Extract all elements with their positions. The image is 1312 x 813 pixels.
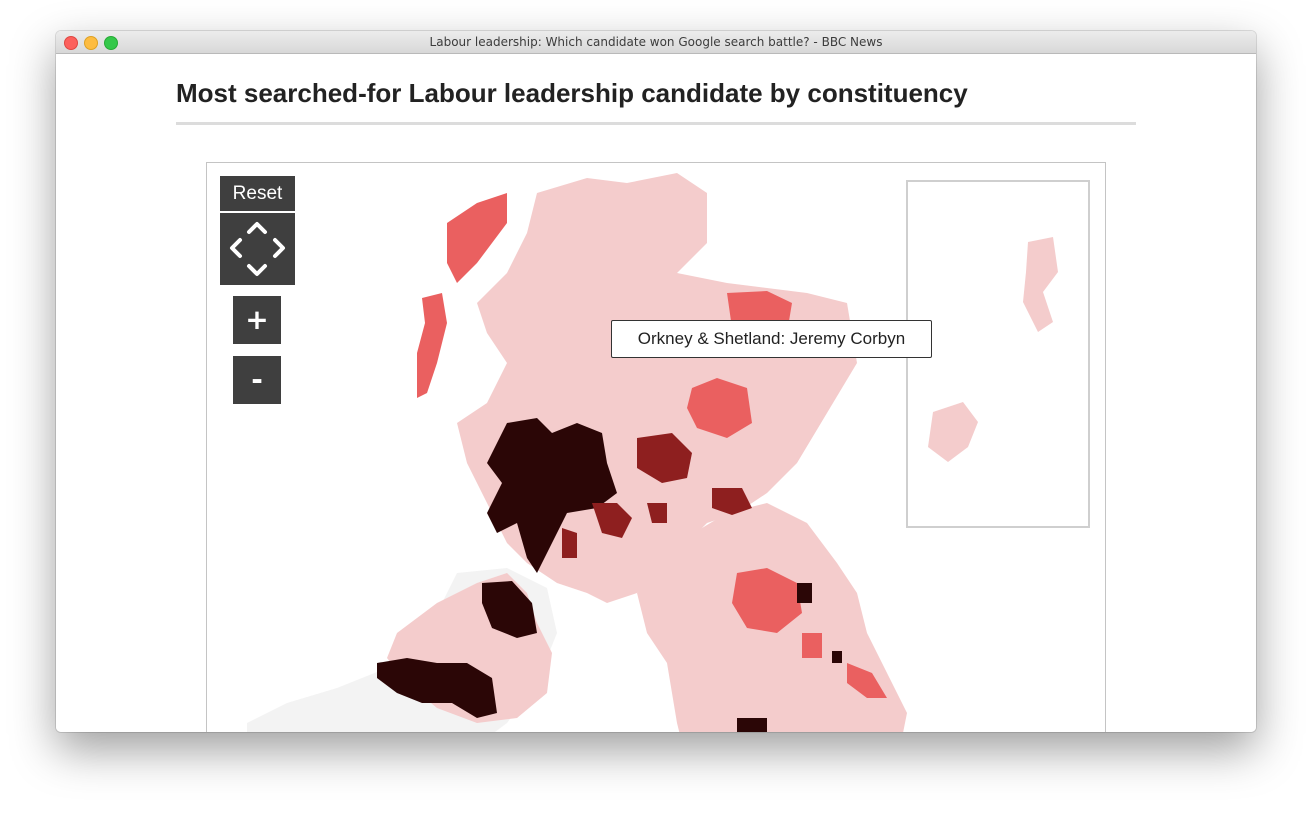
shetland-inset-region (1023, 237, 1058, 332)
teesside-region (802, 633, 822, 658)
browser-window: Labour leadership: Which candidate won G… (56, 31, 1256, 732)
orkney-mainland-map (557, 271, 572, 285)
western-isles-south-region (417, 293, 447, 398)
page-content: Most searched-for Labour leadership cand… (56, 54, 1256, 732)
orkney-inset-region (928, 402, 978, 462)
zoom-out-button[interactable]: - (233, 356, 281, 404)
western-isles-region (447, 193, 507, 283)
pan-arrows-icon (230, 222, 285, 276)
fermanagh-region (377, 658, 497, 718)
window-title: Labour leadership: Which candidate won G… (429, 35, 883, 49)
window-titlebar: Labour leadership: Which candidate won G… (56, 31, 1256, 54)
constituency-map[interactable]: Reset + - Orkney & Shetland: Jeremy Corb… (206, 162, 1106, 732)
orkney-shetland-inset[interactable] (906, 180, 1090, 528)
page-title: Most searched-for Labour leadership cand… (176, 78, 968, 108)
minimize-window-icon[interactable] (84, 36, 98, 50)
maximize-window-icon[interactable] (104, 36, 118, 50)
map-canvas[interactable] (207, 163, 1105, 732)
title-divider (176, 122, 1136, 125)
map-tooltip: Orkney & Shetland: Jeremy Corbyn (611, 320, 932, 358)
belfast-north-region (482, 581, 537, 638)
glasgow-region (592, 503, 632, 538)
durham-region (732, 568, 802, 633)
pan-control-button[interactable] (220, 213, 295, 285)
ayrshire-region (562, 528, 577, 558)
reset-button[interactable]: Reset (220, 176, 295, 211)
argyll-bute-region (487, 418, 617, 573)
newcastle-region (797, 583, 812, 603)
hartlepool-region (832, 651, 842, 663)
aberdeen-south-region (687, 378, 752, 438)
yorkshire-dark-region (737, 718, 767, 732)
perth-region (637, 433, 692, 483)
inset-canvas[interactable] (908, 182, 1088, 526)
fife-region (647, 503, 667, 523)
zoom-in-button[interactable]: + (233, 296, 281, 344)
redcar-region (847, 663, 887, 698)
edinburgh-region (712, 488, 752, 515)
close-window-icon[interactable] (64, 36, 78, 50)
